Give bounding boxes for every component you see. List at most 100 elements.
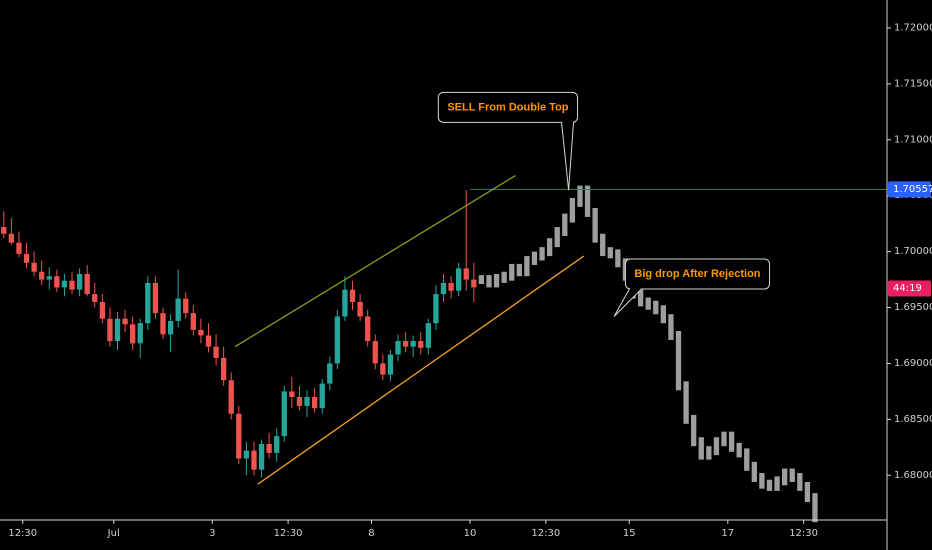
price-tick-label: 1.68000 [894, 470, 932, 481]
time-tick-label: 12:30 [8, 528, 37, 539]
projection-bar [607, 247, 613, 259]
candle [213, 334, 219, 366]
candle-body [418, 341, 424, 348]
candle [274, 428, 280, 462]
projection-bar [600, 233, 606, 257]
projection-bar [509, 263, 515, 281]
candle-body [380, 363, 386, 375]
projection-bar [683, 381, 689, 424]
candle-body [410, 341, 416, 347]
price-tick-label: 1.72000 [894, 22, 932, 33]
time-tick-label: 17 [721, 528, 734, 539]
projection-bar [744, 448, 750, 471]
candle-body [92, 294, 98, 302]
price-tag: 1.70557 [888, 181, 932, 198]
candle [440, 273, 447, 302]
candle-body [243, 450, 250, 459]
candle-body [137, 323, 143, 344]
candle-body [69, 280, 75, 290]
price-tag-bg [888, 181, 931, 198]
projection-bar [804, 481, 811, 503]
candle [31, 251, 37, 277]
callout-box [437, 91, 579, 123]
candle [137, 318, 143, 358]
candle [448, 276, 454, 299]
projection-bar [478, 275, 485, 285]
candle-body [319, 383, 325, 409]
candle [311, 388, 318, 413]
price-axis[interactable]: 1.720001.715001.710001.705001.700001.695… [886, 0, 932, 550]
time-axis[interactable]: 12:30 Jul 3 12:30 8 10 12:30 15 17 12:30 [0, 519, 887, 539]
price-tag-label: 44:19 [893, 283, 922, 294]
projection-bar [675, 331, 682, 391]
candle-body [395, 341, 401, 355]
projection-bar [577, 185, 583, 207]
candle [39, 260, 45, 286]
candle-body [304, 396, 310, 406]
candle [69, 271, 75, 295]
candle-body [311, 396, 318, 409]
callout-box [624, 258, 771, 290]
projection-bar [615, 249, 621, 268]
candle [145, 276, 151, 330]
projection-bar [546, 238, 553, 257]
candle-body [251, 450, 257, 470]
candle-body [266, 443, 272, 453]
candle-body [471, 279, 477, 288]
candle-body [334, 316, 341, 364]
callout-text: Big drop After Rejection [634, 268, 760, 280]
candle-body [76, 273, 83, 290]
projection-bar [524, 256, 530, 277]
candle-body [274, 436, 280, 453]
candle-body [175, 298, 181, 321]
projection-bar [645, 297, 651, 310]
projection-bar [797, 473, 803, 491]
projection-bar [562, 213, 568, 236]
time-tick-label: 8 [368, 528, 374, 539]
projection-bar [736, 442, 742, 458]
candle [175, 269, 181, 328]
candle [258, 439, 265, 478]
projection-bar [721, 431, 727, 447]
candle [152, 276, 159, 319]
candle [76, 268, 83, 297]
candle-body [433, 294, 439, 324]
candle [365, 309, 371, 347]
candle-body [198, 329, 204, 336]
candle [84, 265, 90, 297]
candle [289, 376, 295, 409]
candle [387, 350, 394, 382]
candle-body [296, 396, 303, 406]
candle [334, 309, 341, 370]
projection-bar [751, 461, 757, 482]
callout-pointer [561, 122, 575, 191]
candle [205, 323, 212, 353]
candle [8, 218, 15, 245]
candle-body [220, 357, 227, 381]
candle [471, 262, 477, 302]
projection-bar [728, 431, 735, 452]
price-tag-label: 1.70557 [893, 184, 932, 195]
candle [342, 276, 348, 321]
channel-line-lower [257, 255, 585, 485]
time-tick-label: 12:30 [274, 528, 303, 539]
time-tick-label: 12:30 [789, 528, 818, 539]
candle [183, 291, 189, 319]
candle [433, 285, 439, 330]
price-tick-label: 1.69000 [894, 358, 932, 369]
candle-body [349, 289, 356, 302]
candle [167, 314, 174, 353]
candle [220, 346, 227, 386]
candle [327, 356, 333, 391]
candle-body [145, 282, 151, 324]
candle [99, 294, 105, 324]
candle-body [130, 324, 136, 344]
time-tick-label: 3 [209, 528, 215, 539]
candle-body [107, 318, 113, 342]
candle [372, 334, 378, 370]
candle-body [448, 282, 454, 291]
price-tag-bg [888, 280, 931, 297]
callout-text: SELL From Double Top [447, 101, 568, 113]
candle-body [289, 391, 295, 397]
